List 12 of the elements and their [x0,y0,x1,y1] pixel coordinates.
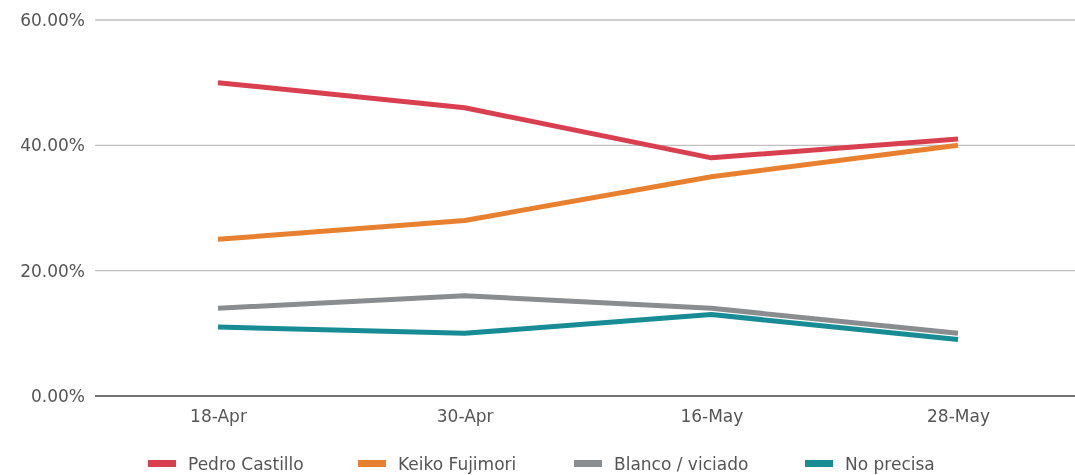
legend-label: Keiko Fujimori [398,454,517,474]
y-tick-label: 20.00% [20,260,85,281]
legend-label: Blanco / viciado [614,454,749,474]
legend-label: Pedro Castillo [188,454,304,474]
x-tick-label: 28-May [927,406,990,427]
x-tick-label: 18-Apr [190,406,247,427]
legend-label: No precisa [845,454,935,474]
y-tick-label: 60.00% [20,9,85,30]
y-tick-label: 0.00% [30,385,85,406]
y-tick-label: 40.00% [20,135,85,156]
x-tick-label: 16-May [680,406,744,427]
x-tick-label: 30-Apr [436,406,494,427]
